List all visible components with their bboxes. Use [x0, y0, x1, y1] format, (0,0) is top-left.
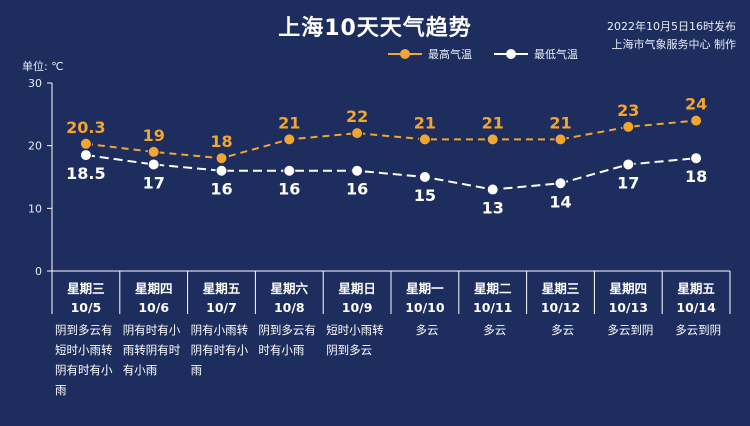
high-temp-line	[85, 119, 697, 160]
low-temp-point	[486, 183, 499, 196]
high-temp-value-label: 21	[278, 113, 300, 132]
x-date-label: 10/7	[206, 300, 237, 315]
x-weekday-label: 星期四	[610, 281, 648, 296]
weather-condition-text: 多云	[483, 323, 507, 337]
chart-title: 上海10天天气趋势	[278, 16, 472, 41]
low-temp-value-label: 13	[482, 199, 504, 218]
publisher: 上海市气象服务中心 制作	[611, 38, 737, 51]
low-temp-value-label: 18	[685, 167, 707, 186]
high-temp-point	[554, 133, 567, 146]
x-weekday-label: 星期日	[338, 281, 376, 296]
high-temp-point	[283, 133, 296, 146]
high-temp-point	[215, 152, 228, 165]
weather-condition-text: 阴到多云有短时小雨转阴有时有小雨	[55, 323, 113, 397]
low-temp-point	[690, 152, 703, 165]
high-temp-value-label: 22	[346, 107, 368, 126]
high-temp-point	[690, 114, 703, 127]
x-date-label: 10/14	[676, 300, 716, 315]
y-tick-label: 20	[28, 140, 42, 153]
low-temp-point	[79, 149, 92, 162]
low-temp-point	[622, 158, 635, 171]
y-tick-label: 10	[28, 202, 42, 215]
low-temp-point	[351, 164, 364, 177]
x-weekday-label: 星期五	[677, 281, 715, 296]
low-temp-value-label: 18.5	[66, 164, 105, 183]
low-temp-value-label: 15	[414, 186, 436, 205]
weather-condition-text: 阴有小雨转阴有时有小雨	[190, 323, 249, 377]
x-weekday-label: 星期五	[203, 281, 241, 296]
publish-time: 2022年10月5日16时发布	[607, 20, 736, 33]
low-temp-point	[215, 164, 228, 177]
low-temp-value-label: 16	[346, 180, 368, 199]
low-temp-point	[147, 158, 160, 171]
high-temp-value-label: 18	[210, 132, 232, 151]
low-temp-point	[418, 171, 431, 183]
legend-item-low: 最低气温	[494, 46, 578, 62]
low-temp-point	[283, 164, 296, 177]
low-temp-value-label: 14	[549, 192, 571, 211]
x-date-label: 10/6	[138, 300, 169, 315]
x-weekday-label: 星期四	[135, 281, 173, 296]
weather-condition-text: 短时小雨转阴到多云	[326, 323, 384, 357]
weather-condition-text: 多云	[551, 323, 575, 337]
x-weekday-label: 星期三	[67, 281, 105, 296]
unit-label: 单位: ℃	[22, 60, 64, 73]
x-weekday-label: 星期六	[271, 281, 309, 296]
x-weekday-label: 星期二	[474, 281, 512, 296]
x-date-label: 10/10	[405, 300, 445, 315]
x-date-label: 10/11	[473, 300, 512, 315]
high-temp-value-label: 21	[549, 113, 571, 132]
weather-condition-text: 阴有时有小雨转阴有时有小雨	[122, 323, 181, 377]
high-temp-point	[622, 120, 635, 133]
high-temp-point	[351, 127, 364, 140]
weather-condition-text: 阴到多云有时有小雨	[258, 323, 316, 357]
low-temp-line	[85, 154, 697, 191]
high-temp-point	[418, 133, 431, 146]
legend-high-marker-icon	[388, 49, 422, 59]
y-tick-label: 0	[35, 265, 42, 278]
high-temp-value-label: 19	[143, 126, 165, 145]
high-temp-point	[486, 133, 499, 146]
low-temp-value-label: 16	[278, 180, 300, 199]
high-temp-value-label: 23	[617, 101, 639, 120]
legend-item-high: 最高气温	[388, 46, 472, 62]
x-weekday-label: 星期一	[406, 281, 444, 296]
x-weekday-label: 星期三	[542, 281, 580, 296]
high-temp-value-label: 21	[414, 113, 436, 132]
low-temp-value-label: 17	[617, 173, 639, 192]
chart-legend: 最高气温 最低气温	[388, 44, 600, 64]
x-date-label: 10/8	[274, 300, 305, 315]
x-date-label: 10/12	[541, 300, 580, 315]
x-date-label: 10/9	[342, 300, 373, 315]
weather-condition-text: 多云到阴	[607, 323, 654, 337]
weather-condition-text: 多云	[415, 323, 439, 337]
low-temp-value-label: 16	[210, 180, 232, 199]
x-date-label: 10/13	[609, 300, 648, 315]
low-temp-point	[554, 177, 567, 190]
x-date-label: 10/5	[71, 300, 102, 315]
high-temp-point	[147, 145, 160, 158]
high-temp-value-label: 24	[685, 95, 707, 114]
high-temp-point	[79, 137, 92, 150]
high-temp-value-label: 20.3	[66, 118, 105, 137]
y-tick-label: 30	[28, 77, 42, 90]
high-temp-value-label: 21	[482, 113, 504, 132]
low-temp-value-label: 17	[143, 173, 165, 192]
legend-high-label: 最高气温	[428, 48, 472, 61]
weather-condition-text: 多云到阴	[675, 323, 722, 337]
publish-info: 2022年10月5日16时发布 上海市气象服务中心 制作	[607, 18, 736, 54]
legend-low-marker-icon	[494, 49, 528, 59]
legend-low-label: 最低气温	[534, 48, 578, 61]
